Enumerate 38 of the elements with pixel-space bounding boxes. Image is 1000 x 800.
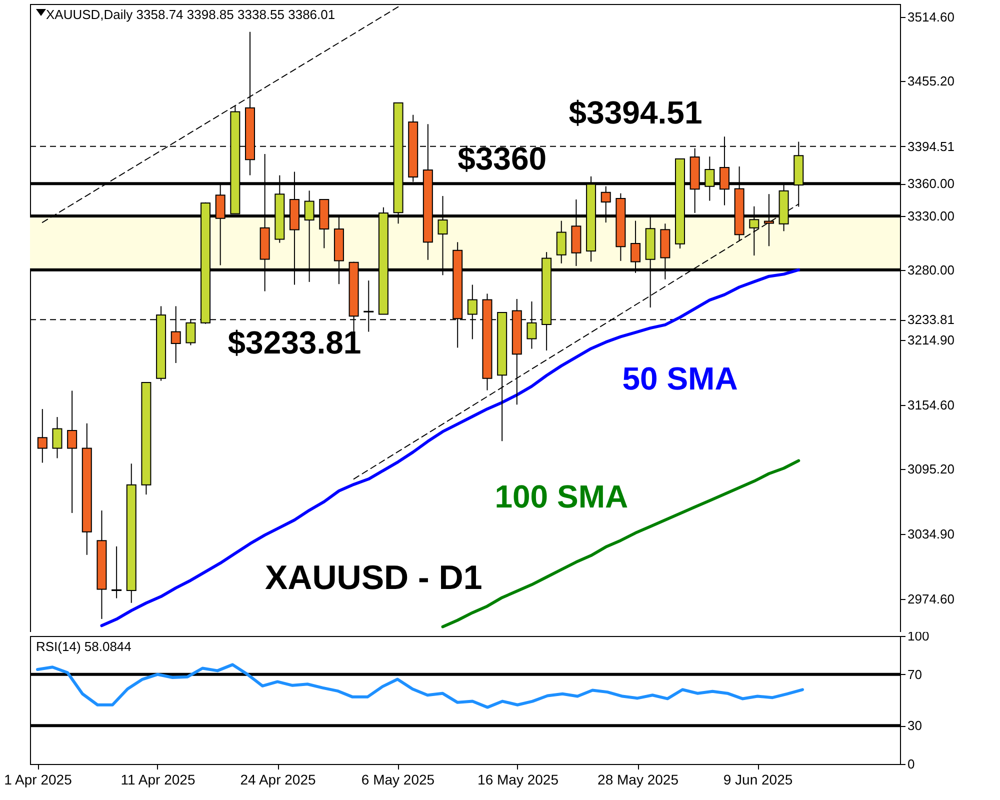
- y-tick-label: 3214.90: [908, 332, 954, 348]
- y-tick-label: 3233.81: [908, 312, 954, 328]
- x-tick-label: 9 Jun 2025: [723, 772, 793, 788]
- y-tick-label: 3455.20: [908, 73, 954, 88]
- x-tick-label: 16 May 2025: [478, 772, 559, 788]
- x-tick-label: 1 Apr 2025: [4, 772, 72, 788]
- y-tick-label: 3394.51: [908, 138, 954, 154]
- x-tick-label: 28 May 2025: [598, 772, 679, 788]
- y-tick-label: 3095.20: [908, 462, 954, 477]
- ref-line-label: $3360: [458, 140, 547, 177]
- candlestick: [112, 546, 122, 599]
- x-tick-label: 6 May 2025: [361, 772, 435, 788]
- candlestick: [67, 390, 78, 514]
- y-tick-label: 3280.00: [908, 262, 954, 278]
- chart-title: XAUUSD,Daily 3358.74 3398.85 3338.55 3386.01: [46, 7, 336, 22]
- candlestick: [37, 408, 48, 464]
- y-tick-label: 2974.60: [908, 592, 954, 607]
- y-tick-label: 3330.00: [908, 208, 954, 224]
- series-label: 50 SMA: [622, 360, 738, 396]
- line-series: [36, 663, 804, 709]
- y-tick-label: 0: [908, 756, 915, 772]
- y-tick-label: 3154.60: [908, 398, 954, 413]
- y-tick-label: 30: [908, 718, 922, 734]
- candlestick: [556, 220, 566, 264]
- annotation: XAUUSD - D1: [265, 559, 482, 597]
- chart-title: RSI(14) 58.0844: [36, 639, 132, 654]
- y-tick-label: 3034.90: [908, 526, 954, 542]
- y-tick-label: 70: [908, 666, 922, 682]
- y-tick-label: 3360.00: [908, 176, 954, 192]
- line-series: [100, 268, 800, 628]
- y-tick-label: 3514.60: [908, 9, 954, 24]
- line-series: [441, 459, 800, 628]
- x-tick-label: 24 Apr 2025: [240, 772, 316, 788]
- x-tick-label: 11 Apr 2025: [120, 772, 196, 788]
- ref-line-label: $3394.51: [568, 94, 702, 130]
- candlestick: [52, 416, 62, 459]
- series-label: 100 SMA: [494, 478, 628, 515]
- ref-line-label: $3233.81: [228, 324, 362, 361]
